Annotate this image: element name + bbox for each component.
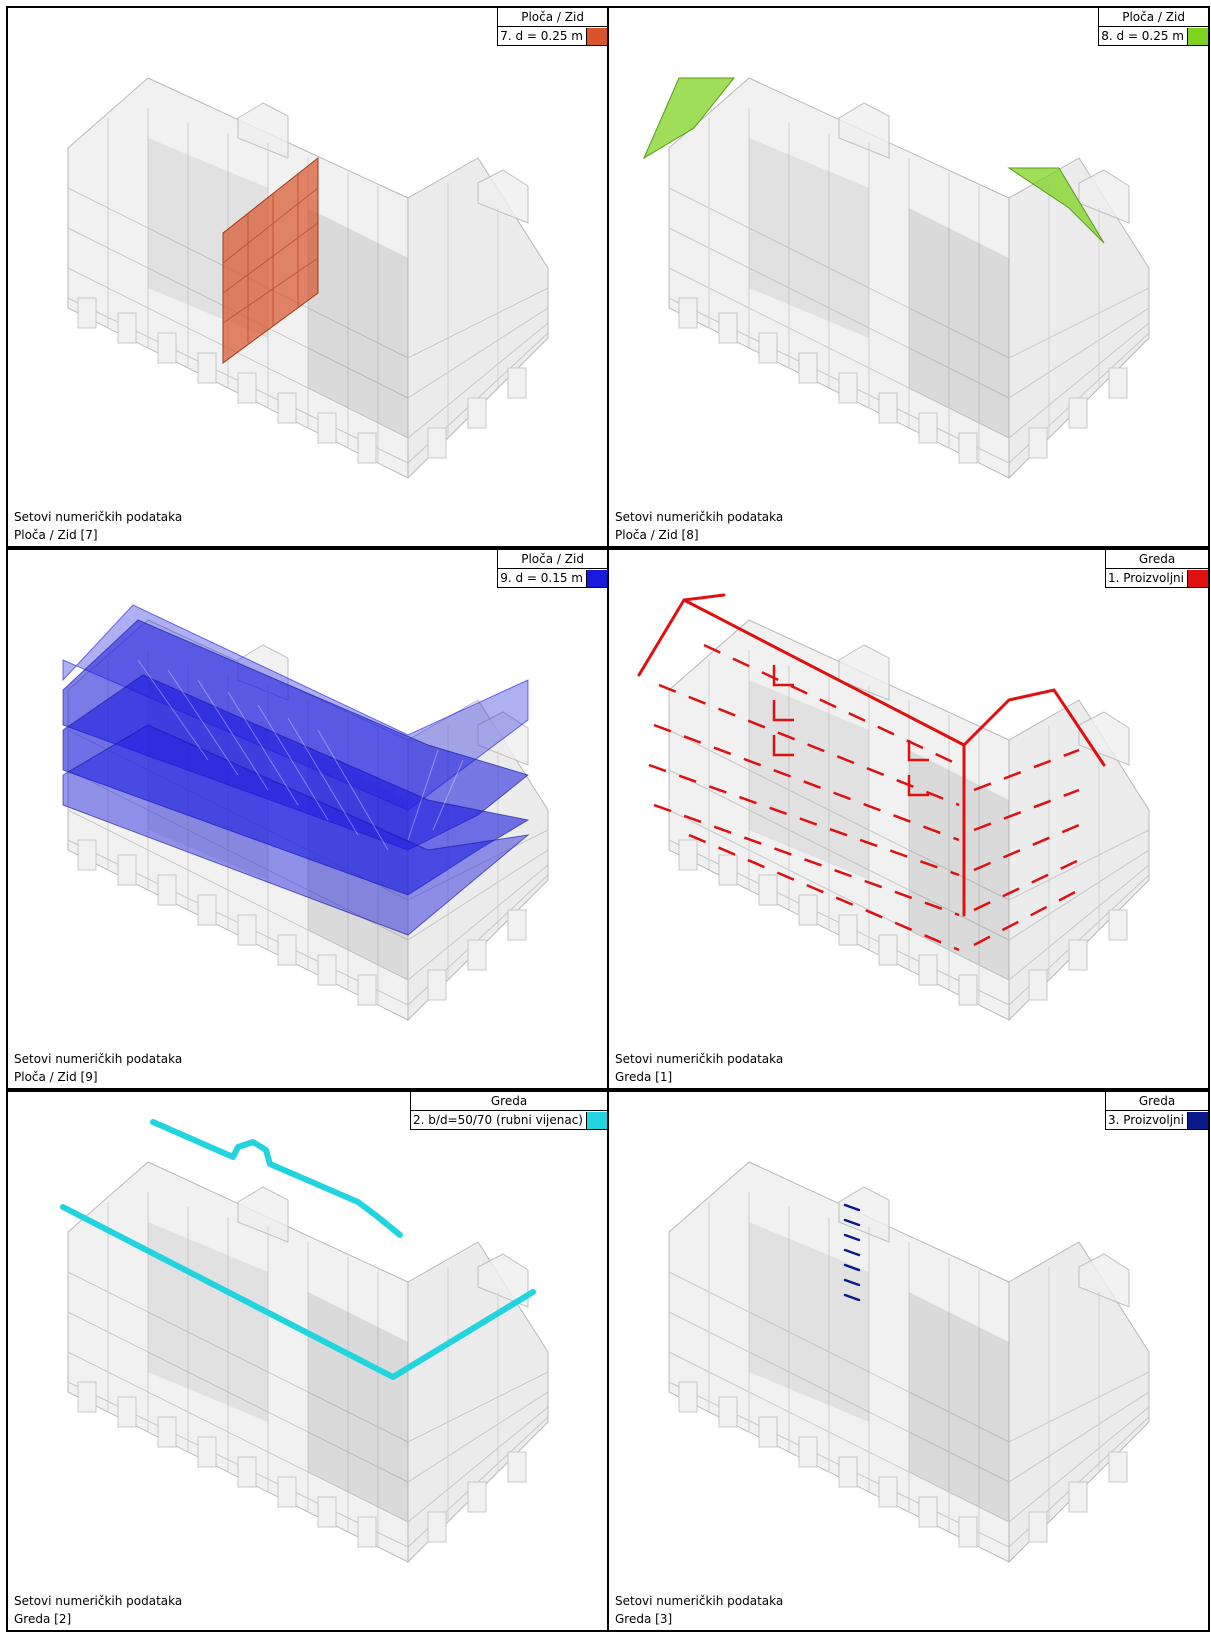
panel-caption: Setovi numeričkih podataka Ploča / Zid […	[14, 508, 182, 544]
legend-row: 1. Proizvoljni	[1106, 569, 1208, 587]
legend-color-swatch	[1187, 569, 1208, 587]
legend-item-label: 8. d = 0.25 m	[1101, 29, 1184, 43]
caption-line-2: Greda [1]	[615, 1070, 673, 1084]
highlighted-slabs-9	[62, 604, 530, 936]
panel-greda-3: Greda 3. Proizvoljni Setovi numeričkih p…	[607, 1090, 1210, 1632]
legend: Greda 2. b/d=50/70 (rubni vijenac)	[410, 1092, 607, 1130]
panel-ploca-zid-7: Ploča / Zid 7. d = 0.25 m Setovi numerič…	[6, 6, 609, 548]
building-model-greda-3	[668, 1161, 1150, 1563]
legend-title: Greda	[1106, 1092, 1208, 1111]
legend-color-swatch	[586, 1111, 607, 1129]
caption-line-1: Setovi numeričkih podataka	[615, 1594, 784, 1608]
legend: Ploča / Zid 7. d = 0.25 m	[497, 8, 607, 46]
caption-line-2: Ploča / Zid [7]	[14, 528, 98, 542]
legend-title: Greda	[411, 1092, 607, 1111]
caption-line-1: Setovi numeričkih podataka	[14, 1052, 183, 1066]
panel-caption: Setovi numeričkih podataka Greda [2]	[14, 1592, 182, 1628]
legend-color-swatch	[1187, 27, 1208, 45]
panel-greda-1: Greda 1. Proizvoljni Setovi numeričkih p…	[607, 548, 1210, 1090]
caption-line-2: Greda [2]	[14, 1612, 72, 1626]
legend: Greda 3. Proizvoljni	[1105, 1092, 1208, 1130]
legend-row: 7. d = 0.25 m	[498, 27, 607, 45]
legend-title: Ploča / Zid	[1099, 8, 1208, 27]
highlighted-beams-3	[843, 1203, 861, 1302]
panel-ploca-zid-8: Ploča / Zid 8. d = 0.25 m Setovi numerič…	[607, 6, 1210, 548]
legend-row: 8. d = 0.25 m	[1099, 27, 1208, 45]
legend-item-label: 1. Proizvoljni	[1108, 571, 1184, 585]
panel-greda-2: Greda 2. b/d=50/70 (rubni vijenac) Setov…	[6, 1090, 609, 1632]
building-model-ploca-zid-8	[642, 77, 1150, 479]
highlighted-roof-8-right	[1007, 167, 1105, 244]
caption-line-1: Setovi numeričkih podataka	[14, 1594, 183, 1608]
panel-caption: Setovi numeričkih podataka Ploča / Zid […	[615, 508, 783, 544]
legend-row: 2. b/d=50/70 (rubni vijenac)	[411, 1111, 607, 1129]
building-model-ploca-zid-7	[67, 77, 549, 479]
panel-caption: Setovi numeričkih podataka Greda [3]	[615, 1592, 783, 1628]
caption-line-2: Ploča / Zid [9]	[14, 1070, 98, 1084]
legend: Ploča / Zid 9. d = 0.15 m	[497, 550, 607, 588]
legend-title: Ploča / Zid	[498, 550, 607, 569]
caption-line-1: Setovi numeričkih podataka	[615, 1052, 784, 1066]
legend-title: Ploča / Zid	[498, 8, 607, 27]
highlighted-beams-1	[637, 593, 1106, 917]
legend: Ploča / Zid 8. d = 0.25 m	[1098, 8, 1208, 46]
building-model-greda-1	[637, 593, 1150, 1021]
legend-row: 9. d = 0.15 m	[498, 569, 607, 587]
legend-row: 3. Proizvoljni	[1106, 1111, 1208, 1129]
legend-title: Greda	[1106, 550, 1208, 569]
legend-item-label: 3. Proizvoljni	[1108, 1113, 1184, 1127]
legend-color-swatch	[1187, 1111, 1208, 1129]
legend-color-swatch	[586, 27, 607, 45]
highlighted-wall-7	[222, 156, 319, 364]
building-model-ploca-zid-9	[62, 604, 549, 1021]
legend-item-label: 2. b/d=50/70 (rubni vijenac)	[413, 1113, 583, 1127]
legend-item-label: 9. d = 0.15 m	[500, 571, 583, 585]
panel-caption: Setovi numeričkih podataka Greda [1]	[615, 1050, 783, 1086]
panel-caption: Setovi numeričkih podataka Ploča / Zid […	[14, 1050, 182, 1086]
legend-color-swatch	[586, 569, 607, 587]
highlighted-beams-2	[60, 1119, 536, 1380]
caption-line-1: Setovi numeričkih podataka	[14, 510, 183, 524]
highlighted-roof-8-left	[642, 77, 736, 160]
legend-item-label: 7. d = 0.25 m	[500, 29, 583, 43]
panel-ploca-zid-9: Ploča / Zid 9. d = 0.15 m Setovi numerič…	[6, 548, 609, 1090]
caption-line-2: Greda [3]	[615, 1612, 673, 1626]
building-model-greda-2	[60, 1119, 549, 1563]
caption-line-1: Setovi numeričkih podataka	[615, 510, 784, 524]
caption-line-2: Ploča / Zid [8]	[615, 528, 699, 542]
legend: Greda 1. Proizvoljni	[1105, 550, 1208, 588]
